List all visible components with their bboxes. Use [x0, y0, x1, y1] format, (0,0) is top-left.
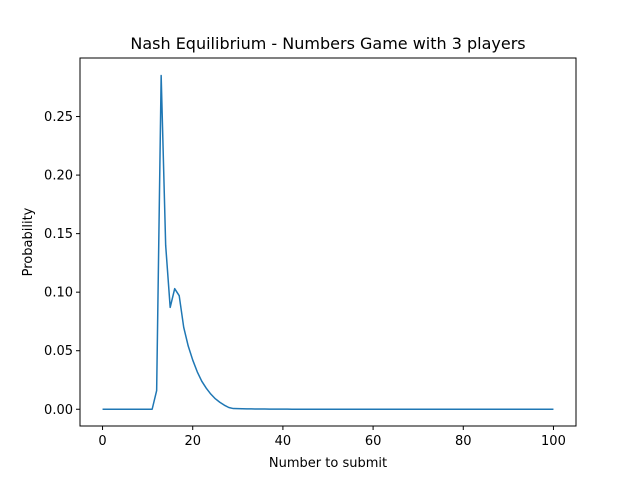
y-tick-label: 0.10 — [44, 286, 73, 301]
series-line-0 — [102, 74, 554, 411]
x-tick-label: 80 — [455, 434, 472, 449]
series-layer — [102, 74, 554, 411]
x-axis-label: Number to submit — [269, 456, 387, 471]
x-tick-label: 40 — [275, 434, 292, 449]
y-tick-label: 0.20 — [44, 169, 73, 184]
y-axis-label: Probability — [21, 207, 36, 276]
axes-frame — [79, 57, 577, 427]
y-tick-label: 0.05 — [44, 344, 73, 359]
x-tick-label: 60 — [365, 434, 382, 449]
y-axis: 0.00 0.05 0.10 0.15 0.20 0.25 — [44, 110, 80, 418]
x-tick-label: 100 — [541, 434, 566, 449]
x-axis: 0 20 40 60 80 100 — [98, 426, 566, 449]
y-tick-label: 0.00 — [44, 403, 73, 418]
chart-title: Nash Equilibrium - Numbers Game with 3 p… — [130, 34, 525, 53]
y-tick-label: 0.25 — [44, 110, 73, 125]
x-tick-label: 0 — [98, 434, 106, 449]
plot-area — [79, 57, 577, 427]
y-tick-label: 0.15 — [44, 227, 73, 242]
x-tick-label: 20 — [184, 434, 201, 449]
